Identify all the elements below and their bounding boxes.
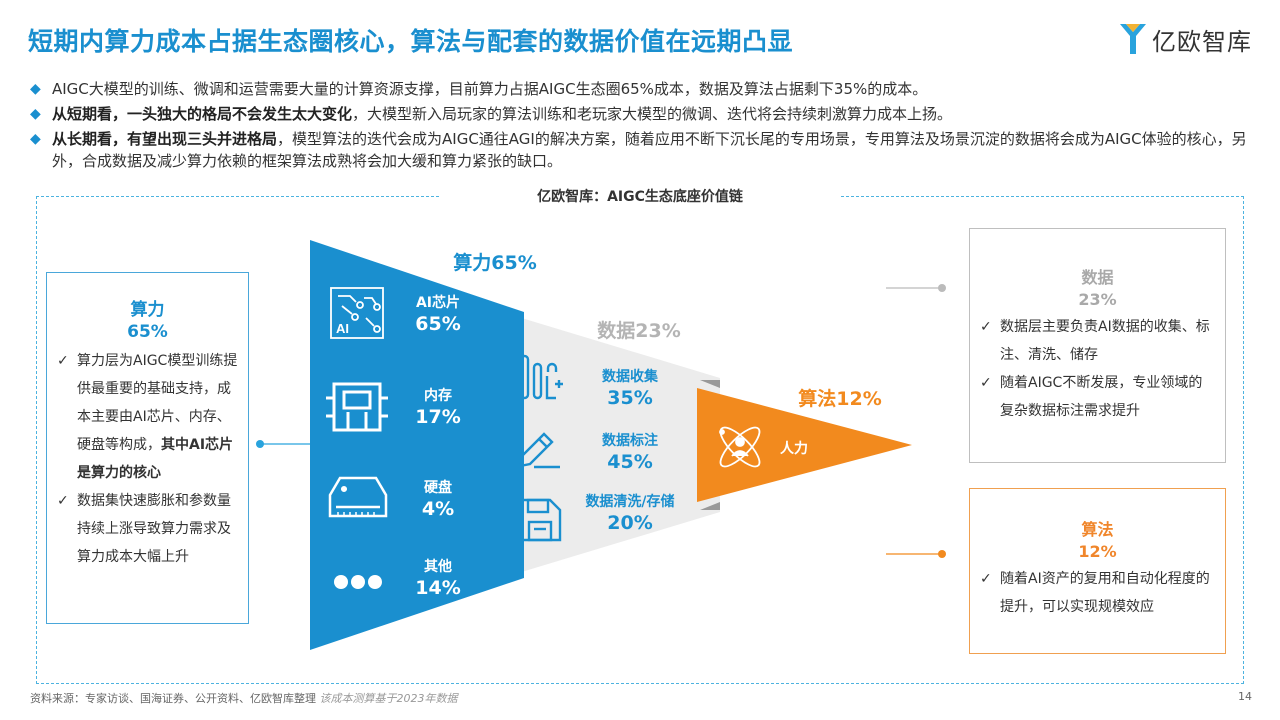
- check-icon: ✓: [57, 493, 69, 509]
- compute-label: 算力65%: [453, 252, 537, 274]
- data-box-title: 数据: [1081, 268, 1114, 287]
- item-name: 其他: [424, 559, 452, 575]
- compute-item: 其他 14%: [396, 558, 480, 600]
- diagram-title: 亿欧智库：AIGC生态底座价值链: [440, 186, 840, 206]
- compute-item: 硬盘 4%: [396, 479, 480, 521]
- harddisk-icon: [328, 476, 388, 518]
- save-icon: [518, 498, 562, 542]
- collect-icon: [519, 354, 563, 400]
- item-pct: 65%: [415, 313, 461, 335]
- bullet-bold: 从长期看，有望出现三头并进格局: [52, 130, 278, 148]
- point-text: 数据集快速膨胀和参数量持续上涨导致算力需求及算力成本大幅上升: [77, 493, 231, 565]
- check-point: ✓ 数据集快速膨胀和参数量持续上涨导致算力需求及算力成本大幅上升: [57, 487, 238, 571]
- data-connector-dot: [938, 284, 946, 292]
- compute-info-box: 算力 65% ✓ 算力层为AIGC模型训练提供最重要的基础支持，成本主要由AI芯片…: [46, 272, 249, 624]
- compute-segment: [310, 240, 524, 650]
- svg-text:AI: AI: [336, 321, 349, 336]
- diamond-icon: ◆: [30, 131, 41, 147]
- compute-box-pct: 65%: [127, 322, 168, 342]
- check-point: ✓ 随着AIGC不断发展，专业领域的复杂数据标注需求提升: [980, 369, 1215, 425]
- page-title: 短期内算力成本占据生态圈核心，算法与配套的数据价值在远期凸显: [28, 27, 794, 56]
- bullet-text: ，大模型新入局玩家的算法训练和老玩家大模型的微调、迭代将会持续刺激算力成本上扬。: [352, 105, 953, 123]
- item-name: 数据清洗/存储: [585, 494, 675, 510]
- bullet-text: AIGC大模型的训练、微调和运营需要大量的计算资源支撑，目前算力占据AIGC生态…: [52, 80, 928, 98]
- point-text: 算力层为AIGC模型训练提供最重要的基础支持，成本主要由AI芯片、内存、硬盘等构…: [77, 353, 238, 453]
- bullet-item: ◆ 从长期看，有望出现三头并进格局，模型算法的迭代会成为AIGC通往AGI的解决…: [30, 128, 1260, 172]
- bullet-list: ◆ AIGC大模型的训练、微调和运营需要大量的计算资源支撑，目前算力占据AIGC…: [30, 78, 1260, 175]
- algo-box-title: 算法: [1081, 520, 1114, 539]
- logo-text: 亿欧智库: [1152, 28, 1252, 56]
- algo-box-pct: 12%: [1078, 542, 1117, 561]
- item-name: 数据标注: [602, 433, 658, 449]
- algo-connector-dot: [938, 550, 946, 558]
- algorithm-item-name: 人力: [780, 441, 808, 457]
- algorithm-label: 算法12%: [798, 388, 882, 410]
- check-point: ✓ 随着AI资产的复用和自动化程度的提升，可以实现规模效应: [980, 565, 1215, 621]
- page-number: 14: [1238, 690, 1252, 703]
- source-text: 资料来源：专家访谈、国海证券、公开资料、亿欧智库整理: [30, 692, 316, 705]
- logo: 亿欧智库: [1118, 18, 1258, 58]
- item-name: 内存: [424, 388, 452, 404]
- check-icon: ✓: [57, 353, 69, 369]
- diamond-icon: ◆: [30, 81, 41, 97]
- compute-item: 内存 17%: [396, 387, 480, 429]
- bullet-text: ，模型算法的迭代会成为AIGC通往AGI的解决方案，随着应用不断下沉长尾的专用场…: [52, 130, 1247, 170]
- footnote-text: 该成本测算基于2023年数据: [319, 692, 458, 705]
- check-icon: ✓: [980, 319, 992, 335]
- point-text: 随着AI资产的复用和自动化程度的提升，可以实现规模效应: [1000, 571, 1210, 615]
- more-dots-icon: [334, 575, 382, 589]
- data-info-box: 数据 23% ✓ 数据层主要负责AI数据的收集、标注、清洗、储存 ✓ 随着AIGC不…: [969, 228, 1226, 463]
- logo-icon: [1120, 24, 1146, 54]
- memory-icon: [326, 382, 388, 432]
- bullet-bold: 从短期看，一头独大的格局不会发生太大变化: [52, 105, 353, 123]
- left-connector-dot: [256, 440, 264, 448]
- compute-box-title: 算力: [130, 300, 165, 320]
- item-name: AI芯片: [415, 295, 461, 311]
- chip-icon: AI: [330, 287, 384, 339]
- check-icon: ✓: [980, 571, 992, 587]
- data-item: 数据清洗/存储 20%: [566, 493, 694, 535]
- bullet-item: ◆ 从短期看，一头独大的格局不会发生太大变化，大模型新入局玩家的算法训练和老玩家…: [30, 103, 1260, 125]
- check-point: ✓ 算力层为AIGC模型训练提供最重要的基础支持，成本主要由AI芯片、内存、硬盘等…: [57, 347, 238, 487]
- bullet-item: ◆ AIGC大模型的训练、微调和运营需要大量的计算资源支撑，目前算力占据AIGC…: [30, 78, 1260, 100]
- item-name: 硬盘: [424, 480, 452, 496]
- data-item: 数据收集 35%: [570, 368, 690, 410]
- algorithm-segment: [697, 388, 912, 502]
- item-pct: 35%: [607, 387, 653, 409]
- data-box-pct: 23%: [1078, 290, 1117, 309]
- point-text: 数据层主要负责AI数据的收集、标注、清洗、储存: [1000, 319, 1210, 363]
- compute-item: AI芯片 65%: [396, 294, 480, 336]
- item-name: 数据收集: [602, 369, 658, 385]
- source-note: 资料来源：专家访谈、国海证券、公开资料、亿欧智库整理 该成本测算基于2023年数…: [30, 690, 458, 706]
- data-item: 数据标注 45%: [570, 432, 690, 474]
- item-pct: 17%: [415, 406, 461, 428]
- diamond-icon: ◆: [30, 106, 41, 122]
- point-text: 随着AIGC不断发展，专业领域的复杂数据标注需求提升: [1000, 375, 1203, 419]
- algorithm-info-box: 算法 12% ✓ 随着AI资产的复用和自动化程度的提升，可以实现规模效应: [969, 488, 1226, 654]
- check-point: ✓ 数据层主要负责AI数据的收集、标注、清洗、储存: [980, 313, 1215, 369]
- item-pct: 14%: [415, 577, 461, 599]
- pen-icon: [518, 432, 560, 469]
- atom-person-icon: [719, 426, 761, 468]
- point-bold: 其中AI芯片是算力的核心: [77, 437, 234, 481]
- data-label: 数据23%: [597, 320, 681, 342]
- item-pct: 20%: [607, 512, 653, 534]
- check-icon: ✓: [980, 375, 992, 391]
- data-segment: [502, 312, 720, 578]
- item-pct: 45%: [607, 451, 653, 473]
- item-pct: 4%: [421, 498, 455, 520]
